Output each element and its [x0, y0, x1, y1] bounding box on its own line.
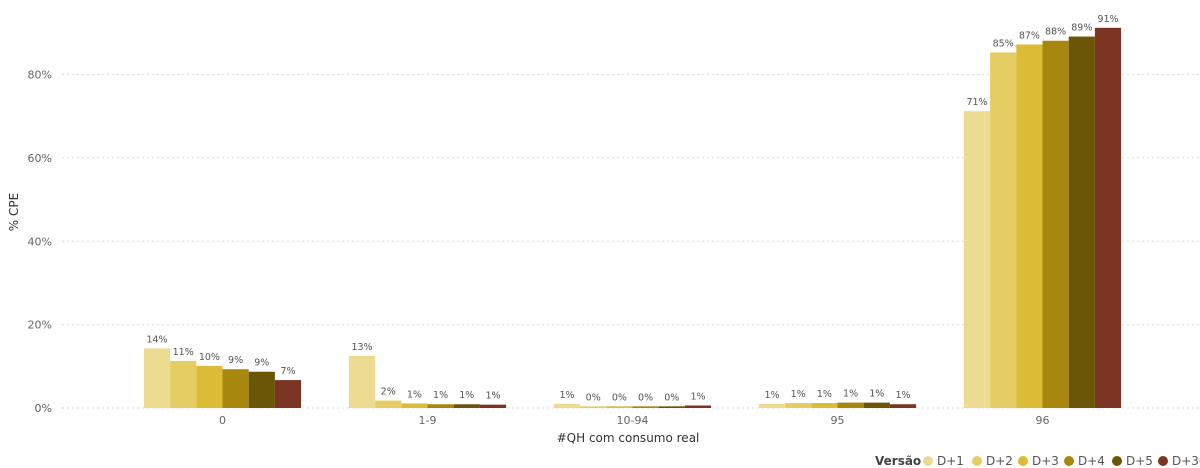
data-label: 88% [1045, 27, 1066, 38]
bar-dplus5-cat-1-9 [453, 404, 480, 408]
data-label: 9% [228, 355, 243, 366]
bar-dplus1-cat-0 [143, 348, 171, 408]
bar-dplus2-cat-96 [990, 52, 1017, 408]
bar-dplus3-cat-95 [811, 402, 838, 408]
y-tick-label: 40% [28, 235, 52, 248]
data-label: 7% [280, 366, 295, 377]
bar-dplus2-cat-10-94 [580, 406, 607, 408]
data-label: 0% [638, 392, 653, 403]
legend-swatch [923, 456, 933, 466]
legend-label: D+5 [1126, 454, 1153, 468]
x-tick-label: 0 [219, 414, 226, 427]
bar-dplus4-cat-96 [1042, 40, 1069, 408]
data-label: 9% [254, 358, 269, 369]
data-label: 1% [433, 390, 448, 401]
data-label: 71% [966, 97, 987, 108]
data-label: 14% [146, 334, 167, 345]
y-tick-label: 80% [28, 69, 52, 82]
legend-label: D+1 [937, 454, 964, 468]
legend-swatch [1064, 456, 1074, 466]
legend-label: D+4 [1078, 454, 1105, 468]
data-label: 85% [993, 38, 1014, 49]
bar-dplus3-cat-1-9 [401, 403, 428, 408]
bar-dplus1-cat-1-9 [348, 355, 376, 408]
y-axis-ticks: 0% 20% 40% 60% 80% [28, 69, 52, 416]
legend-swatch [1018, 456, 1028, 466]
legend-label: D+3 [1032, 454, 1059, 468]
legend-label: D+2 [986, 454, 1013, 468]
bar-dplus1-cat-95 [758, 403, 786, 408]
bar-dplus4-cat-95 [837, 402, 864, 408]
data-label: 91% [1097, 14, 1118, 25]
bar-dplus5-cat-96 [1068, 36, 1095, 409]
data-label: 1% [559, 390, 574, 401]
data-label: 1% [817, 389, 832, 400]
bar-dplus30-cat-1-9 [479, 404, 507, 408]
legend-label: D+30 [1172, 454, 1200, 468]
legend-swatch [972, 456, 982, 466]
y-tick-label: 0% [35, 402, 52, 415]
data-label: 10% [199, 352, 220, 363]
data-label: 1% [791, 389, 806, 400]
legend-swatch [1112, 456, 1122, 466]
bar-dplus30-cat-0 [274, 380, 302, 408]
data-label: 89% [1071, 23, 1092, 34]
data-label: 1% [843, 389, 858, 400]
bar-dplus2-cat-0 [170, 360, 197, 408]
bar-dplus1-cat-10-94 [553, 403, 581, 408]
x-tick-label: 10-94 [617, 414, 649, 427]
data-label: 11% [173, 347, 194, 358]
data-label: 0% [586, 392, 601, 403]
data-label: 87% [1019, 30, 1040, 41]
bar-dplus30-cat-10-94 [684, 405, 712, 408]
data-label: 1% [895, 390, 910, 401]
bar-dplus4-cat-1-9 [427, 404, 454, 408]
x-tick-label: 1-9 [419, 414, 437, 427]
legend-swatch [1158, 456, 1168, 466]
legend-title: Versão [875, 454, 921, 468]
bars [143, 27, 1122, 409]
bar-dplus1-cat-96 [963, 111, 991, 408]
bar-dplus30-cat-96 [1094, 27, 1122, 409]
y-axis-title: % CPE [7, 193, 21, 231]
x-axis-ticks: 0 1-9 10-94 95 96 [219, 414, 1050, 427]
bar-dplus5-cat-95 [863, 402, 890, 408]
data-label: 1% [869, 389, 884, 400]
data-label: 0% [664, 392, 679, 403]
bar-dplus4-cat-10-94 [632, 406, 659, 408]
x-tick-label: 96 [1036, 414, 1050, 427]
x-axis-title: #QH com consumo real [557, 431, 700, 445]
bar-dplus3-cat-96 [1016, 44, 1043, 409]
bar-dplus4-cat-0 [222, 369, 249, 408]
y-tick-label: 60% [28, 152, 52, 165]
data-label: 1% [459, 390, 474, 401]
bar-dplus2-cat-95 [785, 402, 812, 408]
data-labels: 14% 11% 10% 9% 9% 7% 13% 2% 1% 1% 1% 1% 1% 0% 0% 0% 0% 1%… [146, 14, 1118, 404]
bar-dplus3-cat-0 [196, 365, 223, 408]
bar-dplus30-cat-95 [889, 404, 917, 408]
x-tick-label: 95 [831, 414, 845, 427]
data-label: 1% [764, 390, 779, 401]
data-label: 1% [690, 391, 705, 402]
bar-dplus5-cat-0 [248, 371, 275, 408]
bar-dplus5-cat-10-94 [658, 406, 685, 408]
data-label: 2% [381, 386, 396, 397]
bar-dplus2-cat-1-9 [375, 400, 402, 408]
y-tick-label: 20% [28, 319, 52, 332]
data-label: 13% [351, 342, 372, 353]
legend: Versão D+1 D+2 D+3 D+4 D+5 D+30 [875, 454, 1200, 468]
data-label: 0% [612, 392, 627, 403]
bar-dplus3-cat-10-94 [606, 406, 633, 408]
data-label: 1% [485, 391, 500, 402]
data-label: 1% [407, 389, 422, 400]
